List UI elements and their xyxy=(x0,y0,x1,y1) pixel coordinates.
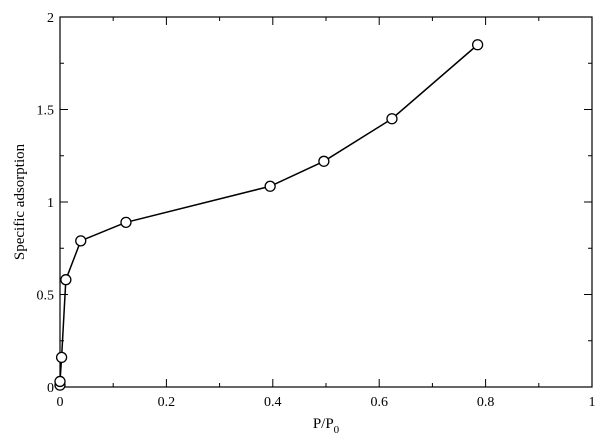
x-tick-label: 1 xyxy=(589,395,596,410)
y-tick-label: 0 xyxy=(47,381,54,396)
data-point xyxy=(386,113,398,125)
data-point xyxy=(471,39,484,51)
x-tick-label: 0.6 xyxy=(370,395,388,410)
y-axis-label: Specific adsorption xyxy=(12,143,28,260)
data-point xyxy=(60,274,72,286)
plot-frame xyxy=(59,16,593,388)
x-tick-label: 0.4 xyxy=(264,395,282,410)
y-tick-label: 0.5 xyxy=(37,289,55,304)
y-axis-ticks: 0 0.5 1 1.5 2 xyxy=(37,11,592,396)
x-axis-ticks: 0 0.2 0.4 0.6 0.8 1 xyxy=(57,17,596,410)
x-tick-label: 0.2 xyxy=(158,395,176,410)
series-layer xyxy=(54,39,484,391)
data-point xyxy=(55,351,68,364)
x-tick-label: 0.8 xyxy=(477,395,495,410)
x-axis-label-subscript: 0 xyxy=(334,424,340,436)
data-point xyxy=(75,235,87,247)
y-tick-label: 1.5 xyxy=(37,104,55,119)
data-point xyxy=(264,180,276,192)
data-point xyxy=(318,155,330,167)
data-point xyxy=(120,216,132,229)
x-axis-label: P/P0 xyxy=(313,416,340,436)
series-line xyxy=(59,44,479,386)
y-tick-label: 1 xyxy=(47,196,54,211)
x-tick-label: 0 xyxy=(57,395,64,410)
data-point xyxy=(54,375,66,388)
y-tick-label: 2 xyxy=(47,11,54,26)
